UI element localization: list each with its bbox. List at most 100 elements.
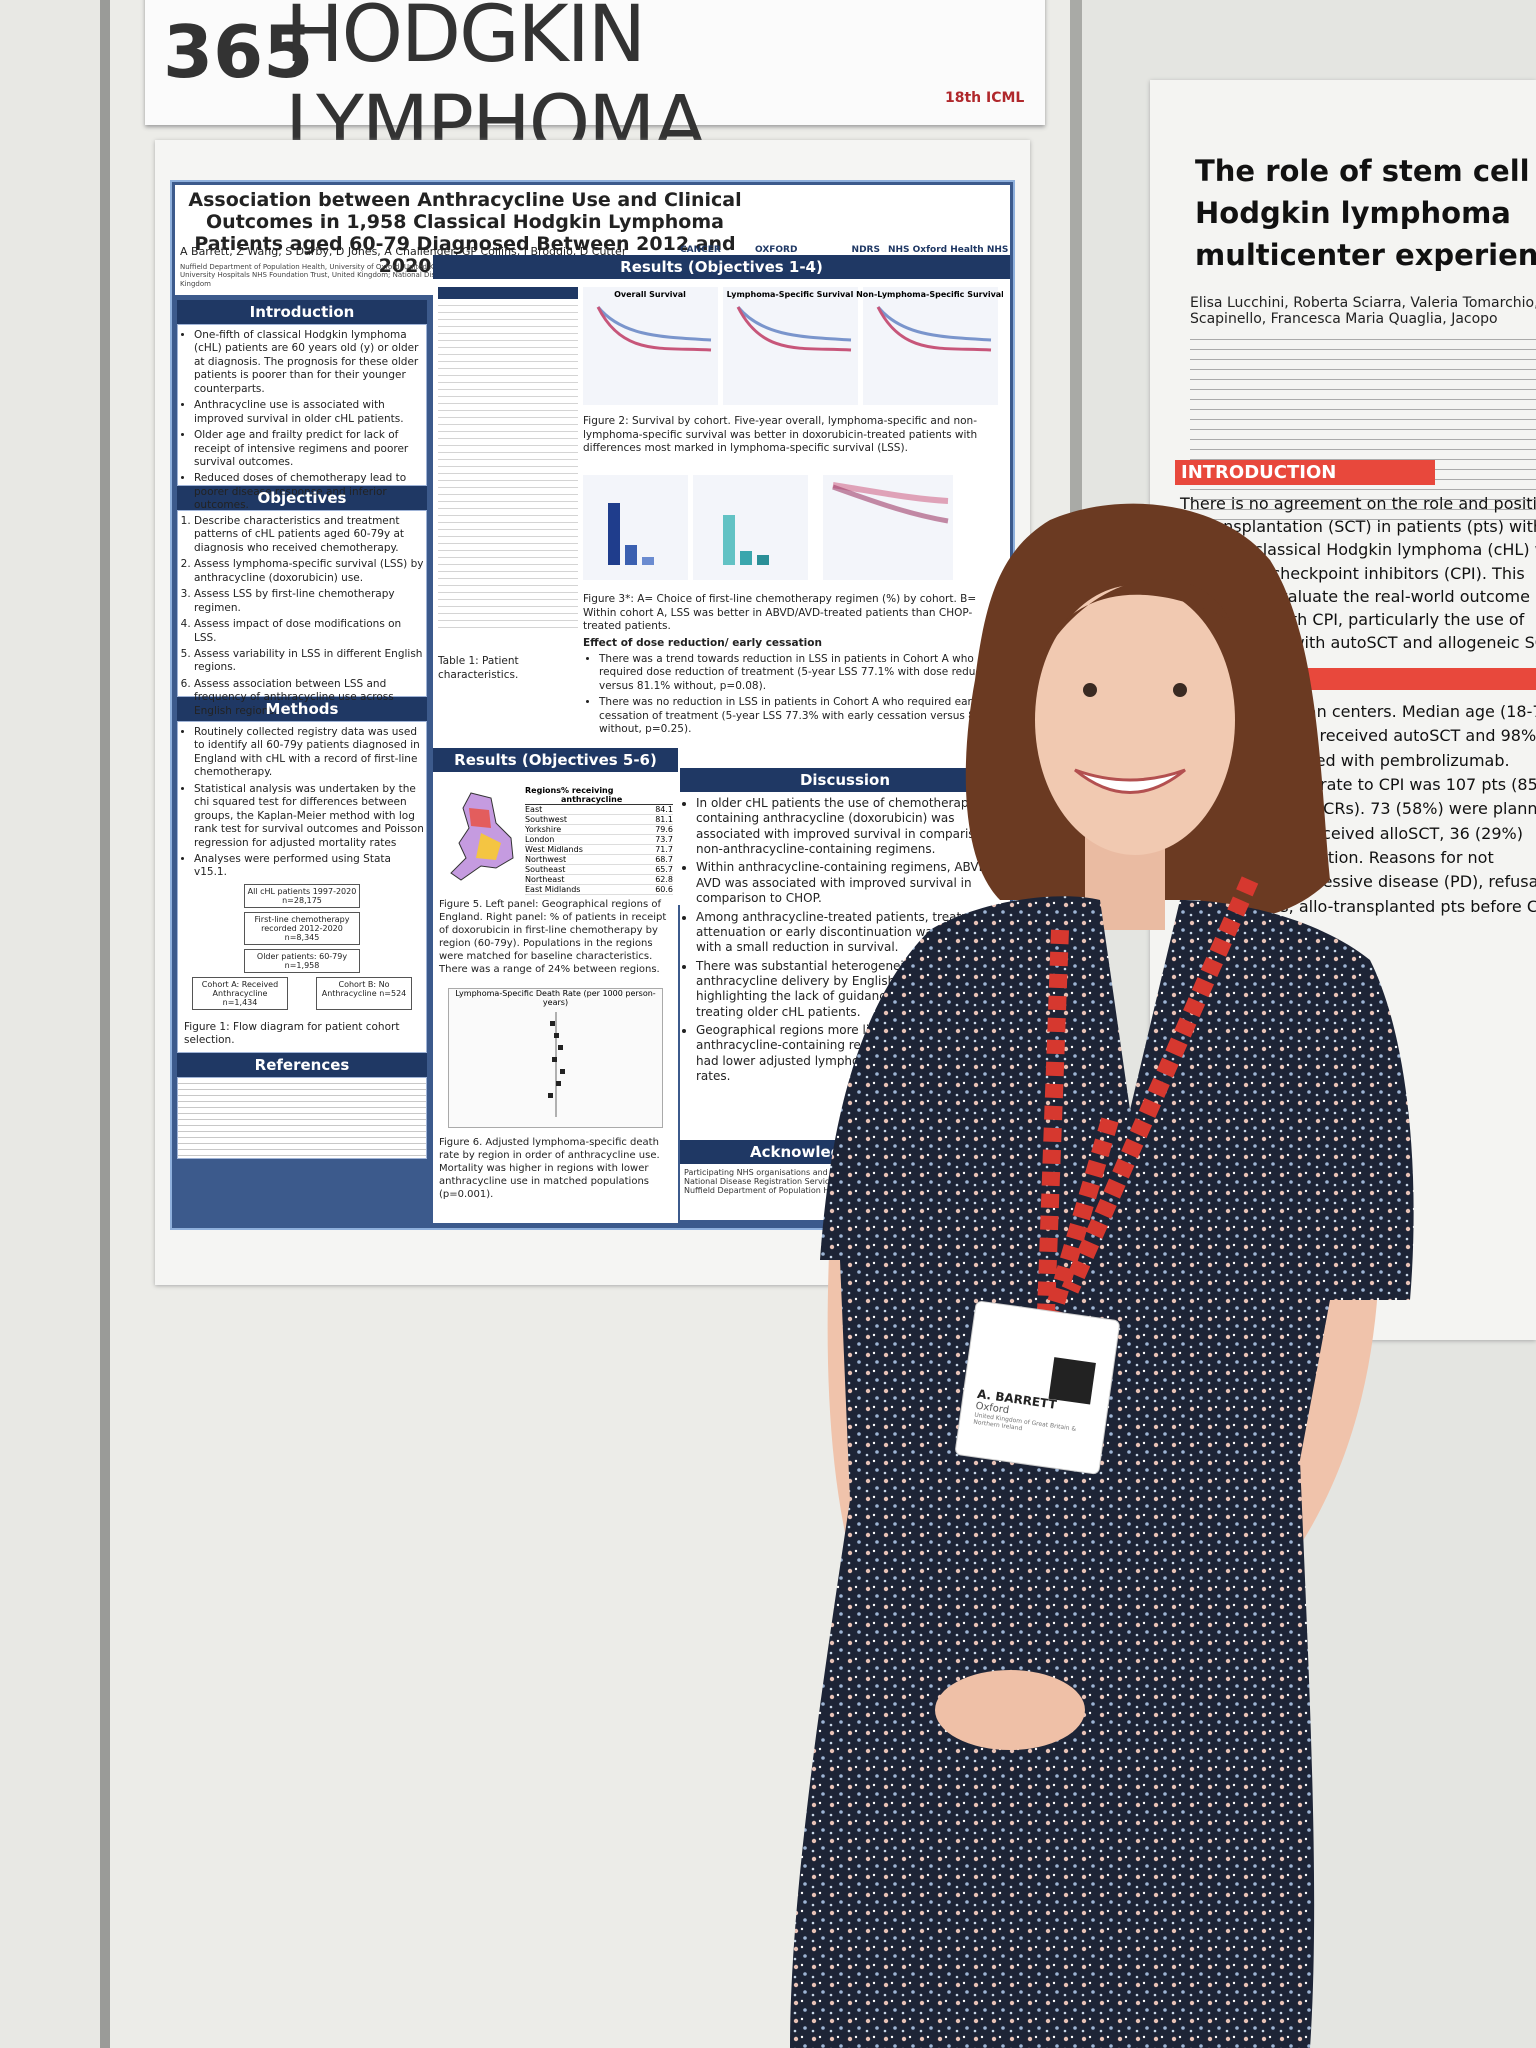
flow-box: Cohort B: No Anthracycline n=524 — [316, 976, 412, 1010]
list-item: Describe characteristics and treatment p… — [194, 515, 426, 555]
caption: Table 1: Patient characteristics. — [438, 655, 519, 681]
section-heading: Results (Objectives 1-4) — [433, 255, 1010, 279]
table-row: Yorkshire 79.6 — [525, 825, 673, 835]
panel — [0, 0, 100, 2048]
list-item: Assess association between LSS and frequ… — [194, 678, 426, 718]
left-column: Introduction One-fifth of classical Hodg… — [177, 300, 427, 1225]
list-item: Analyses were performed using Stata v15.… — [194, 853, 426, 880]
flow-diagram: All cHL patients 1997-2020 n=28,175 First… — [178, 883, 426, 1010]
flow-box: Cohort A: Received Anthracycline n=1,434 — [192, 976, 288, 1010]
section-heading: Introduction — [177, 300, 427, 324]
forest-marks — [547, 1012, 565, 1117]
list-item: Assess LSS by first-line chemotherapy re… — [194, 588, 426, 615]
table-cell: 73.7 — [655, 835, 673, 844]
affiliations — [1190, 330, 1536, 520]
dose-list: There was a trend towards reduction in L… — [583, 653, 1003, 737]
heading-bar — [1290, 668, 1536, 690]
ack-item: National Disease Registration Service — [684, 1177, 835, 1186]
table-cell: 79.6 — [655, 825, 673, 834]
flow-box: First-line chemotherapy recorded 2012-20… — [244, 911, 360, 945]
section-heading: References — [177, 1053, 427, 1077]
ack-item: Nuffield Department of Population Health — [684, 1186, 850, 1195]
table-cell: 65.7 — [655, 865, 673, 874]
table-row: East Midlands 60.6 — [525, 885, 673, 895]
affiliations: Nuffield Department of Population Health… — [180, 263, 649, 288]
table-cell: 68.7 — [655, 855, 673, 864]
table — [438, 287, 578, 632]
objectives-list: Describe characteristics and treatment p… — [178, 515, 426, 718]
chart-title: Overall Survival — [614, 290, 686, 299]
table-cell: East — [525, 805, 543, 814]
list-item: Routinely collected registry data was us… — [194, 726, 426, 780]
references-text — [177, 1077, 427, 1159]
table-cell: 62.8 — [655, 875, 673, 884]
table-cell: 84.1 — [655, 805, 673, 814]
table-cell: London — [525, 835, 555, 844]
ack-item: Participating NHS organisations and pati… — [684, 1168, 863, 1177]
list-item: Within anthracycline-containing regimens… — [696, 860, 1010, 906]
table-cell: Yorkshire — [525, 825, 562, 834]
right-heading: INTRODUCTION — [1175, 460, 1435, 485]
caption: Figure 6. Adjusted lymphoma-specific dea… — [439, 1137, 660, 1200]
england-map — [450, 792, 514, 881]
flow-row: Cohort A: Received Anthracycline n=1,434… — [178, 976, 426, 1010]
table-cell: 60.6 — [655, 885, 673, 894]
table-cell: Northwest — [525, 855, 567, 864]
subheading: Effect of dose reduction/ early cessatio… — [583, 637, 822, 649]
list-item: There was no reduction in LSS in patient… — [599, 696, 1003, 736]
regions-table: Regions% receiving anthracycline East 84.1… — [525, 786, 673, 895]
section-heading: Discussion — [680, 768, 1010, 792]
table-row: Northeast 62.8 — [525, 875, 673, 885]
list-item: Anthracycline use is associated with imp… — [194, 399, 426, 426]
table-row: Southwest 81.1 — [525, 815, 673, 825]
regimen-charts — [583, 475, 953, 580]
chart-title: Lymphoma-Specific Survival — [727, 290, 854, 299]
list-item: There was a trend towards reduction in L… — [599, 653, 1003, 693]
section-heading: Methods — [177, 697, 427, 721]
table-header: Regions% receiving anthracycline — [525, 786, 673, 805]
list-item: Older age and frailty predict for lack o… — [194, 429, 426, 469]
list-item: One-fifth of classical Hodgkin lymphoma … — [194, 329, 426, 396]
table-row: West Midlands 71.7 — [525, 845, 673, 855]
list-item: Assess variability in LSS in different E… — [194, 648, 426, 675]
section-heading: Objectives — [177, 486, 427, 510]
table-cell: East Midlands — [525, 885, 581, 894]
caption: Figure 3*: A= Choice of first-line chemo… — [583, 593, 977, 633]
table-row: London 73.7 — [525, 835, 673, 845]
table-cell: 81.1 — [655, 815, 673, 824]
list-item: Assess lymphoma-specific survival (LSS) … — [194, 558, 426, 585]
survival-charts: Overall Survival Lymphoma-Specific Surviv… — [583, 287, 1003, 405]
title-line: The role of stem cell — [1195, 154, 1530, 188]
methods-list: Routinely collected registry data was us… — [178, 726, 426, 880]
authors: A Barrett, Z Wang, S Darby, D Jones, A C… — [180, 245, 627, 258]
header-cell: Regions — [525, 786, 562, 795]
event: 18th ICML — [945, 90, 1025, 106]
session-number: 365 — [163, 10, 314, 94]
list-item: Assess impact of dose modifications on L… — [194, 618, 426, 645]
flow-box: Older patients: 60-79y n=1,958 — [244, 948, 360, 973]
plot-title: Lymphoma-Specific Death Rate (per 1000 p… — [455, 989, 656, 1007]
section-heading: Results (Objectives 5-6) — [433, 748, 678, 772]
list-item: In older cHL patients the use of chemoth… — [696, 796, 1010, 857]
header-cell: % receiving anthracycline — [561, 786, 623, 804]
list-item: There was substantial heterogeneity in a… — [696, 959, 1010, 1020]
table-row: Northwest 68.7 — [525, 855, 673, 865]
right-authors: Elisa Lucchini, Roberta Sciarra, Valeria… — [1190, 295, 1536, 327]
title-line: multicenter experience — [1195, 238, 1536, 273]
results-b: Results (Objectives 5-6) Regions% receiv… — [433, 748, 678, 1223]
caption: Figure 2: Survival by cohort. Five-year … — [583, 415, 978, 455]
flow-box: All cHL patients 1997-2020 n=28,175 — [244, 883, 360, 908]
table-row: East 84.1 — [525, 805, 673, 815]
table-cell: Southwest — [525, 815, 568, 824]
title-line: Hodgkin lymphoma — [1195, 196, 1511, 231]
table-cell: Northeast — [525, 875, 565, 884]
list-item: Statistical analysis was undertaken by t… — [194, 783, 426, 850]
logo: NDRS — [851, 245, 880, 255]
table-cell: West Midlands — [525, 845, 583, 854]
post — [100, 0, 110, 2048]
table-cell: 71.7 — [655, 845, 673, 854]
table-cell: Southeast — [525, 865, 566, 874]
right-title: The role of stem cell Hodgkin lymphoma mul… — [1195, 150, 1536, 276]
forest-plot: Lymphoma-Specific Death Rate (per 1000 p… — [448, 988, 663, 1128]
